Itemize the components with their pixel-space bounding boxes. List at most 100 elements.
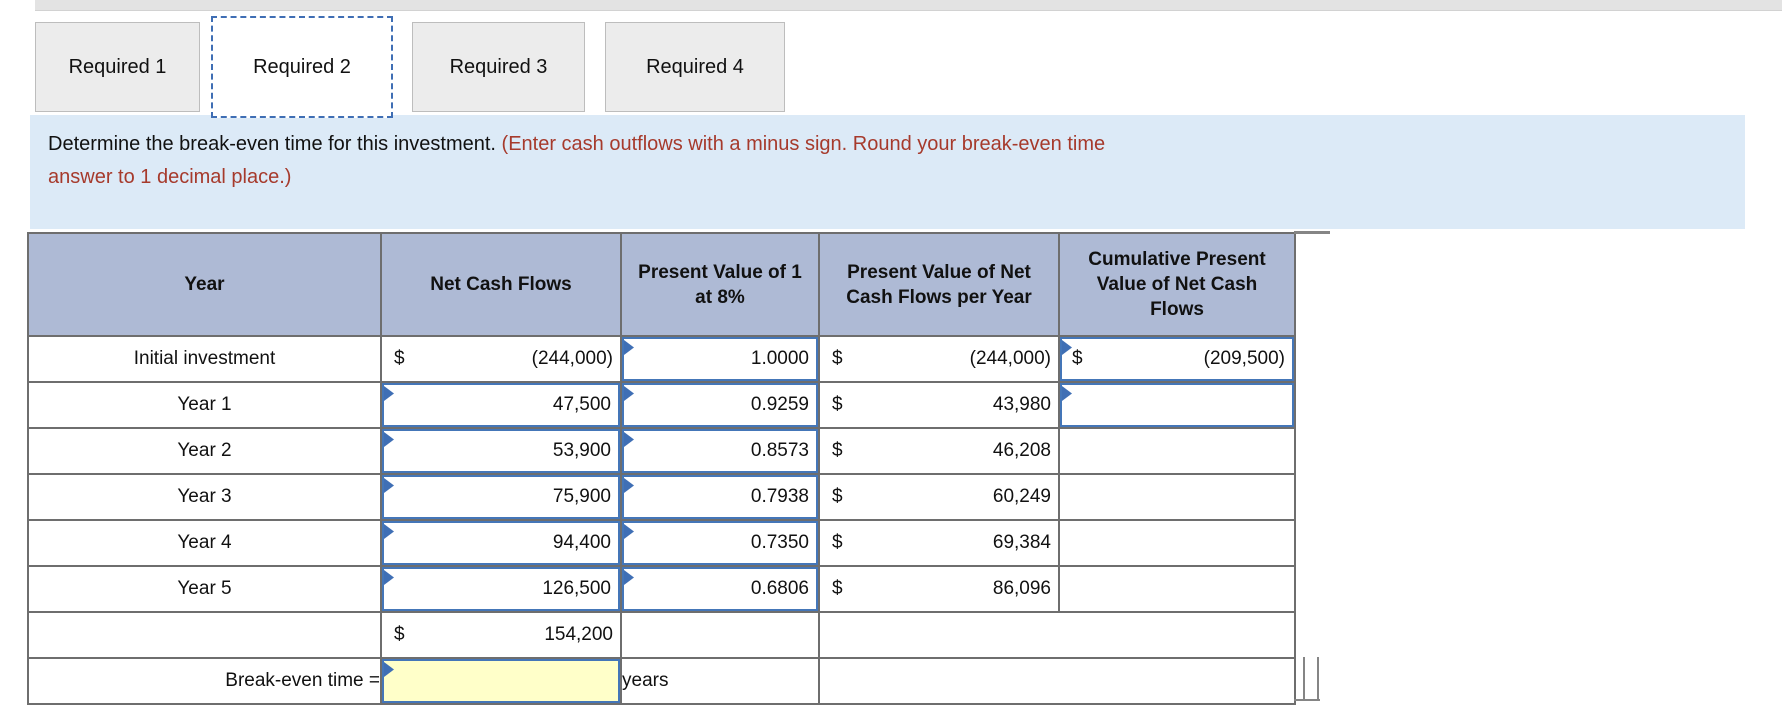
break-even-unit: years (620, 657, 820, 705)
input-value: 126,500 (542, 578, 611, 599)
input-ncf-year5[interactable]: 126,500 (380, 565, 622, 613)
cell-value: (244,000) (531, 348, 613, 369)
cell-cumulative-year5 (1058, 565, 1296, 613)
input-value: 0.6806 (750, 578, 809, 599)
input-pv1-year4[interactable]: 0.7350 (620, 519, 820, 567)
input-pv1-year3[interactable]: 0.7938 (620, 473, 820, 521)
cell-blank (620, 611, 820, 659)
input-pv1-year1[interactable]: 0.9259 (620, 381, 820, 429)
currency-symbol: $ (832, 486, 843, 507)
row-label: Initial investment (27, 335, 382, 383)
tab-required-4[interactable]: Required 4 (605, 22, 785, 112)
input-flag-icon (384, 662, 394, 677)
cell-ncf-initial: $ (244,000) (380, 335, 622, 383)
col-header-pv-of-1: Present Value of 1 at 8% (620, 232, 820, 337)
input-break-even-time[interactable] (380, 657, 622, 705)
col-header-pv-per-year: Present Value of Net Cash Flows per Year (818, 232, 1060, 337)
instruction-note-line2: answer to 1 decimal place.) (48, 166, 292, 188)
table-row: Year 1 47,500 0.9259 $ 43,980 (27, 381, 1296, 429)
input-value: 94,400 (552, 532, 611, 553)
cell-pvy-initial: $ (244,000) (818, 335, 1060, 383)
currency-symbol: $ (394, 348, 405, 369)
tab-required-1[interactable]: Required 1 (35, 22, 200, 112)
input-cumulative-initial[interactable]: $ (209,500) (1058, 335, 1296, 383)
tab-required-3[interactable]: Required 3 (412, 22, 585, 112)
instruction-note-line1: (Enter cash outflows with a minus sign. … (501, 133, 1106, 155)
cell-value: 86,096 (992, 578, 1051, 599)
input-flag-icon (624, 524, 634, 539)
input-pv1-initial[interactable]: 1.0000 (620, 335, 820, 383)
input-pv1-year5[interactable]: 0.6806 (620, 565, 820, 613)
break-even-label: Break-even time = (27, 657, 382, 705)
total-row: $ 154,200 (27, 611, 1296, 659)
input-ncf-year1[interactable]: 47,500 (380, 381, 622, 429)
cell-cumulative-year3 (1058, 473, 1296, 521)
input-flag-icon (384, 570, 394, 585)
break-even-row: Break-even time = years (27, 657, 1296, 705)
input-flag-icon (624, 478, 634, 493)
currency-symbol: $ (832, 394, 843, 415)
table-edge-artifact (1317, 657, 1319, 701)
top-scroll-strip (35, 0, 1782, 11)
tab-label: Required 4 (646, 55, 744, 78)
row-label: Year 1 (27, 381, 382, 429)
cell-cumulative-year4 (1058, 519, 1296, 567)
col-header-cumulative-pv: Cumulative Present Value of Net Cash Flo… (1058, 232, 1296, 337)
cell-value: 46,208 (992, 440, 1051, 461)
currency-symbol: $ (1072, 348, 1083, 369)
tab-label: Required 3 (449, 55, 548, 78)
input-flag-icon (624, 386, 634, 401)
input-value: 1.0000 (750, 348, 809, 369)
input-pv1-year2[interactable]: 0.8573 (620, 427, 820, 475)
input-flag-icon (384, 478, 394, 493)
tab-required-2[interactable]: Required 2 (211, 16, 393, 118)
input-ncf-year4[interactable]: 94,400 (380, 519, 622, 567)
input-value: 0.9259 (750, 394, 809, 415)
instruction-banner: Determine the break-even time for this i… (30, 115, 1745, 229)
cell-pvy-year5: $ 86,096 (818, 565, 1060, 613)
table-empty-region (818, 611, 1296, 659)
instruction-text: Determine the break-even time for this i… (48, 133, 496, 155)
table-row: Year 3 75,900 0.7938 $ 60,249 (27, 473, 1296, 521)
input-flag-icon (624, 340, 634, 355)
table-edge-artifact (1303, 657, 1305, 701)
input-flag-icon (384, 386, 394, 401)
cell-value: 60,249 (992, 486, 1051, 507)
cell-pvy-year3: $ 60,249 (818, 473, 1060, 521)
currency-symbol: $ (832, 440, 843, 461)
input-value: 0.7350 (750, 532, 809, 553)
cell-value: (244,000) (969, 348, 1051, 369)
input-value: (209,500) (1203, 348, 1285, 369)
input-flag-icon (624, 432, 634, 447)
cell-pvy-year2: $ 46,208 (818, 427, 1060, 475)
input-value: 47,500 (552, 394, 611, 415)
table-header-row: Year Net Cash Flows Present Value of 1 a… (27, 232, 1296, 337)
tab-label: Required 2 (253, 55, 351, 78)
cell-value: 43,980 (992, 394, 1051, 415)
table-row: Initial investment $ (244,000) 1.0000 $ … (27, 335, 1296, 383)
input-flag-icon (1062, 340, 1072, 355)
cell-value: 69,384 (992, 532, 1051, 553)
currency-symbol: $ (832, 348, 843, 369)
table-row: Year 5 126,500 0.6806 $ 86,096 (27, 565, 1296, 613)
input-ncf-year3[interactable]: 75,900 (380, 473, 622, 521)
input-flag-icon (1062, 386, 1072, 401)
input-ncf-year2[interactable]: 53,900 (380, 427, 622, 475)
input-value: 0.7938 (750, 486, 809, 507)
total-value: 154,200 (544, 624, 613, 645)
input-cumulative-year1[interactable] (1058, 381, 1296, 429)
currency-symbol: $ (394, 624, 405, 645)
tab-label: Required 1 (68, 55, 167, 78)
input-flag-icon (384, 524, 394, 539)
cell-cumulative-year2 (1058, 427, 1296, 475)
input-flag-icon (384, 432, 394, 447)
input-value: 75,900 (552, 486, 611, 507)
break-even-table: Year Net Cash Flows Present Value of 1 a… (27, 232, 1296, 705)
currency-symbol: $ (832, 532, 843, 553)
row-label: Year 4 (27, 519, 382, 567)
cell-pvy-year1: $ 43,980 (818, 381, 1060, 429)
col-header-net-cash-flows: Net Cash Flows (380, 232, 622, 337)
row-label: Year 3 (27, 473, 382, 521)
table-row: Year 2 53,900 0.8573 $ 46,208 (27, 427, 1296, 475)
table-edge-artifact (1294, 231, 1330, 234)
